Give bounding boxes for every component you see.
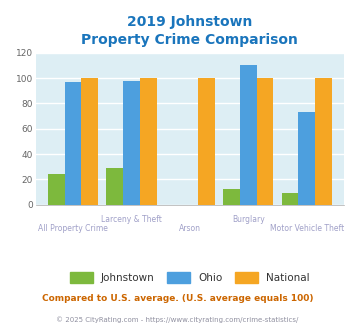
Text: Compared to U.S. average. (U.S. average equals 100): Compared to U.S. average. (U.S. average … [42, 294, 313, 303]
Bar [282, 193, 299, 205]
Title: 2019 Johnstown
Property Crime Comparison: 2019 Johnstown Property Crime Comparison [82, 15, 298, 48]
Bar [299, 112, 315, 205]
Bar [106, 168, 123, 205]
Legend: Johnstown, Ohio, National: Johnstown, Ohio, National [66, 268, 314, 287]
Bar [240, 65, 257, 205]
Bar [123, 81, 140, 205]
Bar [81, 78, 98, 205]
Text: Motor Vehicle Theft: Motor Vehicle Theft [270, 224, 344, 233]
Bar [48, 174, 65, 205]
Text: Arson: Arson [179, 224, 201, 233]
Bar [223, 189, 240, 205]
Text: Burglary: Burglary [232, 215, 265, 224]
Bar [257, 78, 273, 205]
Text: All Property Crime: All Property Crime [38, 224, 108, 233]
Bar [315, 78, 332, 205]
Bar [140, 78, 157, 205]
Text: Larceny & Theft: Larceny & Theft [101, 215, 162, 224]
Bar [198, 78, 215, 205]
Bar [65, 82, 81, 205]
Text: © 2025 CityRating.com - https://www.cityrating.com/crime-statistics/: © 2025 CityRating.com - https://www.city… [56, 317, 299, 323]
